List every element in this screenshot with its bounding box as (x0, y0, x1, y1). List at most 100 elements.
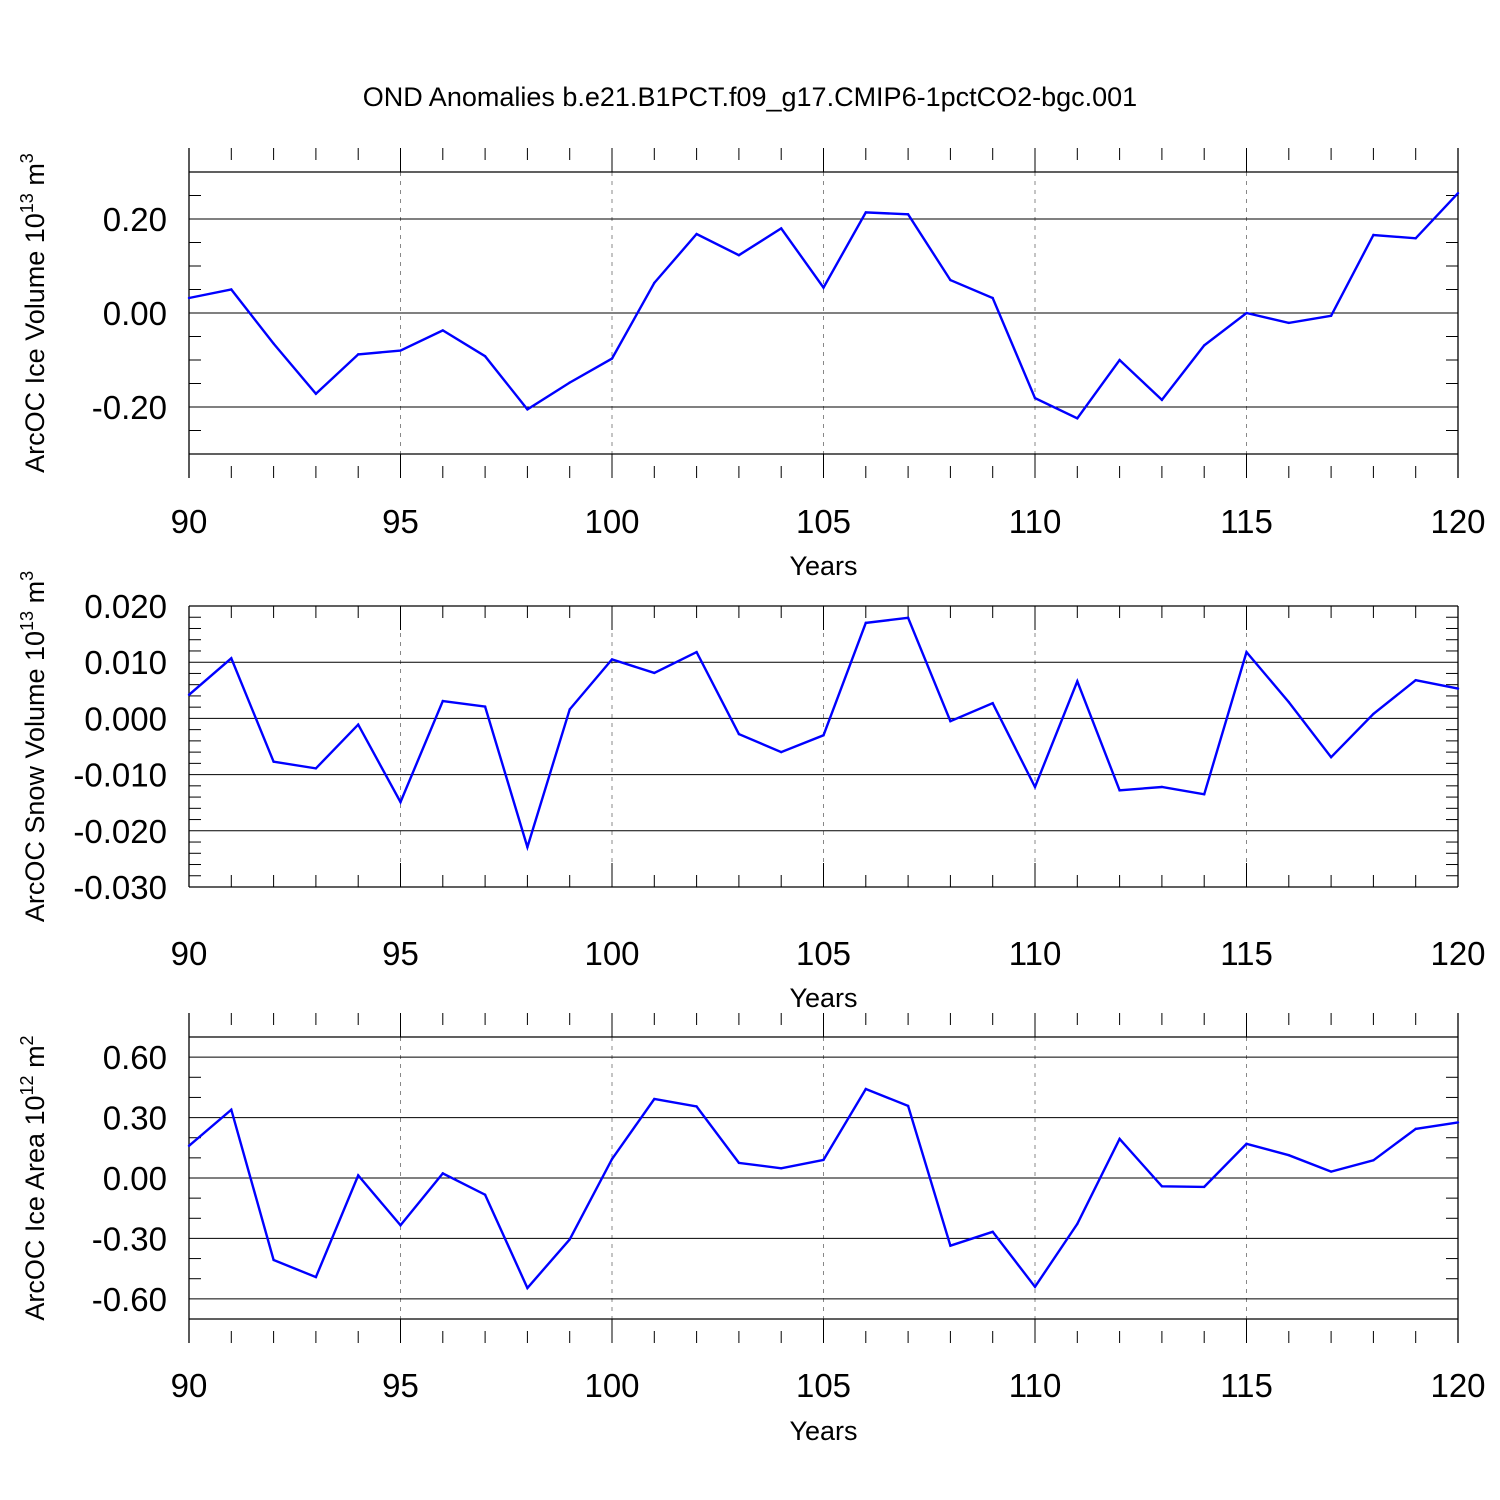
data-point (1033, 785, 1037, 789)
data-point (483, 355, 487, 358)
data-point (483, 705, 487, 708)
data-point (991, 702, 994, 705)
data-point (822, 1158, 825, 1162)
figure-title: OND Anomalies b.e21.B1PCT.f09_g17.CMIP6-… (363, 82, 1137, 112)
data-point (1372, 233, 1375, 237)
data-point (357, 353, 360, 356)
data-point (357, 723, 360, 726)
x-tick-label: 95 (382, 503, 419, 540)
y-axis-title: ArcOC Ice Volume 1013 m3 (17, 153, 50, 473)
x-tick-label: 115 (1220, 503, 1273, 540)
data-point (1287, 1154, 1291, 1157)
data-point (1203, 793, 1206, 796)
y-axis-title-unit-exponent: 2 (17, 1035, 37, 1045)
x-tick-label: 105 (796, 503, 851, 540)
x-tick-label: 120 (1430, 503, 1485, 540)
y-tick-label: 0.20 (103, 201, 167, 238)
x-tick-label: 110 (1009, 935, 1062, 972)
data-point (1456, 191, 1460, 195)
y-axis-title-unit: m (20, 581, 50, 611)
data-point (399, 800, 402, 804)
data-point (653, 671, 656, 675)
x-tick-label: 100 (584, 503, 639, 540)
data-point (1456, 1121, 1460, 1124)
x-tick-label: 95 (382, 1367, 419, 1404)
data-point (526, 408, 529, 411)
data-point (187, 296, 191, 300)
data-point (314, 392, 318, 396)
data-point (1033, 396, 1037, 400)
data-point (610, 357, 614, 360)
y-axis-title: ArcOC Ice Area 1012 m2 (17, 1035, 50, 1320)
y-tick-label: -0.20 (92, 389, 167, 426)
y-tick-label: -0.020 (73, 813, 167, 850)
x-tick-label: 110 (1009, 503, 1062, 540)
data-point (1245, 311, 1248, 315)
y-tick-label: -0.60 (92, 1281, 167, 1318)
data-point (568, 708, 571, 711)
data-point (568, 1238, 571, 1241)
x-axis-title: Years (789, 551, 857, 581)
chart-panel-3: -0.60 -0.30 0.00 0.30 0.60 90 95 100 105 110 115 12… (17, 1013, 1486, 1446)
data-point (230, 288, 233, 291)
data-point (1329, 1170, 1333, 1173)
y-axis-title-unit-exponent: 3 (17, 153, 37, 163)
chart-panel-1: -0.20 0.00 0.20 90 95 100 105 110 115 120 Years Arc… (17, 148, 1486, 581)
y-axis-title-exponent: 13 (17, 193, 37, 213)
data-point (1033, 1285, 1037, 1288)
y-tick-label: 0.010 (84, 644, 167, 681)
data-point (399, 349, 402, 352)
data-point (1287, 321, 1291, 325)
data-point (906, 616, 910, 620)
data-point (1245, 650, 1248, 654)
data-point (399, 1224, 402, 1227)
data-point (272, 760, 275, 763)
data-point (949, 720, 952, 723)
x-tick-label: 120 (1430, 1367, 1485, 1404)
y-tick-label: 0.60 (103, 1039, 167, 1076)
data-point (991, 296, 994, 300)
data-point (822, 734, 825, 737)
data-point (1076, 1222, 1079, 1226)
x-tick-label: 115 (1220, 1367, 1273, 1404)
y-tick-label: 0.00 (103, 295, 167, 332)
data-point (441, 1172, 444, 1175)
x-tick-label: 90 (171, 1367, 208, 1404)
data-point (906, 1104, 910, 1108)
data-point (1287, 700, 1291, 704)
x-tick-label: 90 (171, 935, 208, 972)
y-axis-title-unit-exponent: 3 (17, 571, 37, 581)
data-point (1203, 344, 1206, 347)
data-point (1118, 789, 1121, 792)
data-point (1414, 237, 1417, 240)
x-tick-label: 95 (382, 935, 419, 972)
data-point (314, 767, 318, 770)
x-tick-label: 100 (584, 1367, 639, 1404)
data-point (1329, 755, 1333, 759)
y-axis-title-text: ArcOC Ice Volume 10 (20, 213, 50, 473)
data-point (1456, 687, 1460, 690)
data-point (568, 381, 571, 384)
y-axis-title-unit: m (20, 163, 50, 193)
y-axis-title-text: ArcOC Snow Volume 10 (20, 631, 50, 922)
data-point (1076, 680, 1079, 683)
data-point (1372, 712, 1375, 716)
data-point (272, 342, 275, 345)
data-point (187, 693, 191, 696)
data-point (695, 650, 698, 654)
data-point (610, 658, 614, 661)
y-tick-label: -0.010 (73, 757, 167, 794)
y-tick-label: -0.30 (92, 1220, 167, 1257)
data-point (864, 621, 867, 625)
data-point (991, 1230, 994, 1233)
data-point (949, 1244, 952, 1247)
data-point (314, 1275, 318, 1279)
data-point (357, 1174, 360, 1177)
y-axis-title-text: ArcOC Ice Area 10 (20, 1095, 50, 1320)
data-point (441, 699, 444, 703)
x-tick-label: 105 (796, 935, 851, 972)
data-point (526, 845, 529, 849)
data-point (1414, 1127, 1417, 1131)
x-tick-label: 100 (584, 935, 639, 972)
